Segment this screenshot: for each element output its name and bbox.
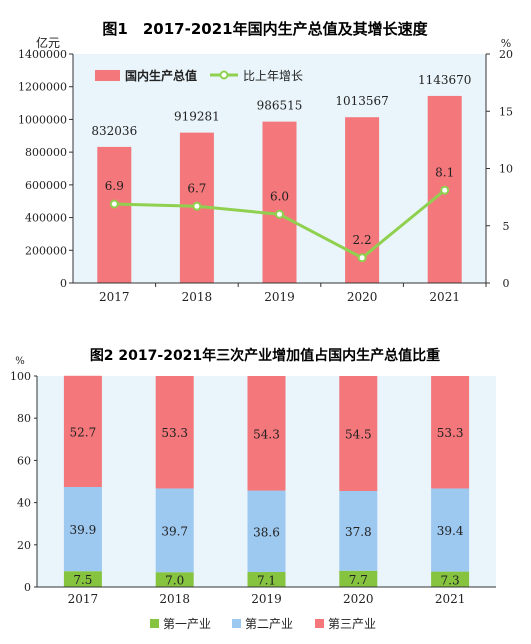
chart2-y-tick-label: 20 bbox=[17, 539, 31, 552]
chart2-bar-label-2020-3: 54.5 bbox=[345, 427, 372, 441]
chart1-bar-label-2018: 919281 bbox=[174, 110, 220, 124]
chart2-bar-2017-segment-3 bbox=[63, 375, 102, 487]
chart1-growth-label-2021: 8.1 bbox=[435, 165, 454, 179]
chart1-x-label-2020: 2020 bbox=[347, 290, 378, 304]
chart2-bar-label-2018-3: 53.3 bbox=[161, 426, 188, 440]
chart2-bar-2018-segment-3 bbox=[155, 376, 194, 489]
chart1-right-tick-label: 20 bbox=[499, 48, 513, 61]
chart2-bar-label-2020-1: 7.7 bbox=[349, 573, 368, 587]
chart1-left-tick-label: 1200000 bbox=[18, 81, 67, 94]
chart1-legend-growth-label: 比上年增长 bbox=[243, 69, 303, 83]
chart2-legend-label-3: 第三产业 bbox=[328, 617, 376, 631]
chart2-x-label-2019: 2019 bbox=[251, 592, 282, 606]
chart2-y-tick-label: 0 bbox=[24, 581, 31, 594]
chart2-bar-label-2017-1: 7.5 bbox=[73, 573, 92, 587]
chart1-bar-label-2021: 1143670 bbox=[418, 73, 471, 87]
chart2-legend-swatch-3 bbox=[315, 619, 324, 628]
chart2-y-tick-label: 40 bbox=[17, 497, 31, 510]
chart2-bar-label-2019-3: 54.3 bbox=[253, 427, 280, 441]
chart2-bar-label-2018-1: 7.0 bbox=[165, 574, 184, 588]
chart2-bar-2020-segment-2 bbox=[339, 490, 378, 571]
chart1-bar-2019 bbox=[262, 121, 297, 283]
chart2-legend-label-1: 第一产业 bbox=[163, 617, 211, 631]
chart2-bar-label-2021-1: 7.3 bbox=[441, 573, 460, 587]
chart1-left-tick-label: 1400000 bbox=[18, 48, 67, 61]
chart2-x-label-2018: 2018 bbox=[159, 592, 190, 606]
chart1-right-unit: % bbox=[501, 37, 511, 50]
chart1-growth-point-2020 bbox=[357, 253, 367, 263]
chart2-bar-2018-segment-1 bbox=[155, 572, 194, 587]
chart1-left-tick-label: 600000 bbox=[25, 179, 67, 192]
chart1-right-tick-label: 15 bbox=[499, 105, 513, 118]
chart1-right-tick-label: 5 bbox=[503, 220, 510, 233]
chart1-growth-point-2021 bbox=[440, 185, 450, 195]
chart2-bar-2021-segment-1 bbox=[431, 571, 470, 587]
chart1-x-label-2021: 2021 bbox=[429, 290, 460, 304]
chart2-bar-2021-segment-2 bbox=[431, 488, 470, 572]
chart2-bar-label-2021-2: 39.4 bbox=[437, 524, 464, 538]
chart1-growth-label-2020: 2.2 bbox=[353, 233, 372, 247]
chart1-right-tick-label: 10 bbox=[499, 163, 513, 176]
chart2-y-tick-label: 60 bbox=[17, 454, 31, 467]
chart1-legend-gdp-swatch bbox=[95, 70, 120, 81]
chart2-title: 图2 2017-2021年三次产业增加值占国内生产总值比重 bbox=[90, 347, 440, 364]
chart1-left-tick-label: 1000000 bbox=[18, 113, 67, 126]
chart2-legend-label-2: 第二产业 bbox=[245, 617, 293, 631]
chart1-x-label-2018: 2018 bbox=[182, 290, 213, 304]
chart1-bar-label-2017: 832036 bbox=[91, 124, 137, 138]
chart2-bar-2020-segment-3 bbox=[339, 376, 378, 491]
chart1-title: 图1 2017-2021年国内生产总值及其增长速度 bbox=[102, 20, 428, 38]
chart2-bar-label-2019-2: 38.6 bbox=[253, 525, 280, 539]
chart2-legend-swatch-2 bbox=[232, 619, 241, 628]
chart2-bar-2019-segment-3 bbox=[247, 376, 286, 491]
chart2-y-unit: % bbox=[15, 356, 25, 367]
chart1-left-tick-label: 200000 bbox=[25, 244, 67, 257]
chart2-bar-2018-segment-2 bbox=[155, 488, 194, 573]
chart2-x-label-2020: 2020 bbox=[343, 592, 374, 606]
chart2-x-label-2021: 2021 bbox=[435, 592, 466, 606]
chart2-bar-label-2020-2: 37.8 bbox=[345, 525, 372, 539]
chart2-bar-label-2018-2: 39.7 bbox=[161, 524, 188, 538]
chart2-y-tick-label: 80 bbox=[17, 412, 31, 425]
chart1-bar-label-2020: 1013567 bbox=[335, 94, 388, 108]
chart2-bar-label-2017-3: 52.7 bbox=[70, 425, 97, 439]
chart1-growth-label-2018: 6.7 bbox=[187, 181, 206, 195]
chart2-bar-2019-segment-1 bbox=[247, 572, 286, 587]
chart1-legend-gdp-label: 国内生产总值 bbox=[125, 68, 197, 83]
chart1-left-tick-label: 400000 bbox=[25, 212, 67, 225]
chart1-growth-point-2019 bbox=[275, 209, 284, 219]
chart2-bar-label-2019-1: 7.1 bbox=[257, 574, 276, 588]
chart2-bar-2020-segment-1 bbox=[339, 570, 378, 587]
chart1-growth-label-2017: 6.9 bbox=[105, 179, 124, 193]
chart1-left-unit: 亿元 bbox=[36, 35, 60, 50]
chart2-bar-2019-segment-2 bbox=[247, 490, 286, 573]
chart1-bar-2017 bbox=[97, 146, 132, 283]
chart2-bar-label-2017-2: 39.9 bbox=[70, 523, 97, 537]
chart2-bar-2017-segment-1 bbox=[63, 571, 102, 587]
chart1-legend-growth-marker bbox=[219, 70, 229, 80]
chart1-growth-point-2017 bbox=[109, 199, 119, 209]
chart1-growth-point-2018 bbox=[192, 201, 202, 211]
chart1-left-tick-label: 0 bbox=[60, 277, 67, 290]
chart2-bar-2021-segment-3 bbox=[431, 376, 470, 489]
chart1-right-tick-label: 0 bbox=[503, 277, 510, 290]
chart1-left-tick-label: 800000 bbox=[25, 146, 67, 159]
chart2-x-label-2017: 2017 bbox=[68, 592, 99, 606]
chart2-bar-2017-segment-2 bbox=[63, 486, 102, 572]
chart1-growth-label-2019: 6.0 bbox=[270, 189, 289, 203]
chart1-x-label-2019: 2019 bbox=[264, 290, 295, 304]
chart2-legend-swatch-1 bbox=[150, 619, 159, 628]
chart2-bar-label-2021-3: 53.3 bbox=[437, 426, 464, 440]
chart2-y-tick-label: 100 bbox=[10, 370, 31, 383]
chart1-bar-label-2019: 986515 bbox=[257, 99, 303, 113]
chart1-x-label-2017: 2017 bbox=[99, 290, 130, 304]
